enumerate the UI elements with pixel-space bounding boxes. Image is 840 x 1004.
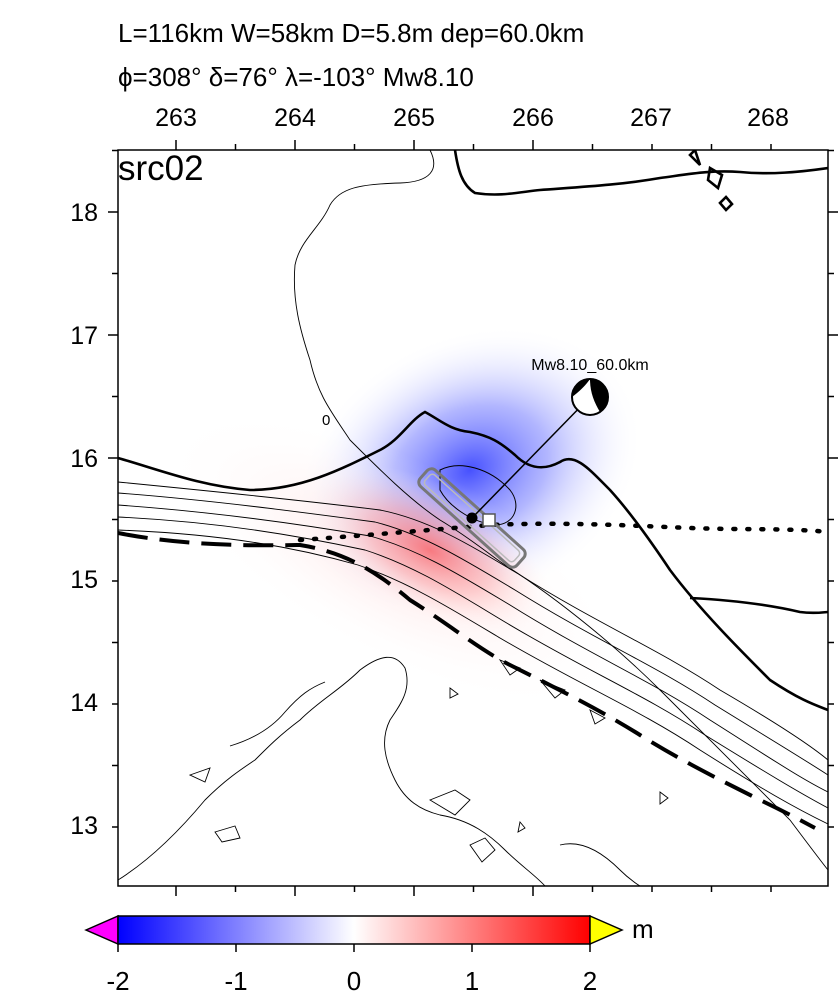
lon-tick-label: 267 xyxy=(630,104,672,132)
colorbar-tick-label: -2 xyxy=(106,966,129,996)
uplift-zone xyxy=(306,464,554,636)
trench-line xyxy=(118,531,816,830)
contour-value-label: 0 xyxy=(322,412,330,429)
colorbar: -2 -1 0 1 2 m xyxy=(84,914,654,996)
lon-tick-label: 264 xyxy=(274,104,316,132)
colorbar-tick-label: -1 xyxy=(224,966,247,996)
mechanism-label: Mw8.10_60.0km xyxy=(531,357,648,374)
bathymetry-contours xyxy=(118,150,828,886)
lat-tick-label: 18 xyxy=(70,199,98,227)
focal-mechanism-beachball xyxy=(571,378,609,416)
colorbar-under-triangle xyxy=(84,914,119,946)
colorbar-tick-label: 0 xyxy=(347,966,361,996)
colorbar-unit: m xyxy=(632,914,654,944)
source-parameters-line: L=116km W=58km D=5.8m dep=60.0km xyxy=(118,18,585,48)
colorbar-tick-label: 2 xyxy=(583,966,597,996)
colorbar-tick-label: 1 xyxy=(465,966,479,996)
mechanism-parameters-line: ϕ=308° δ=76° λ=-103° Mw8.10 xyxy=(118,62,474,92)
dotted-boundary xyxy=(297,521,828,543)
frame-ticks xyxy=(108,140,838,896)
colorbar-scale xyxy=(117,915,591,945)
lon-tick-label: 266 xyxy=(512,104,554,132)
lat-tick-label: 13 xyxy=(70,812,98,840)
coastline xyxy=(118,150,828,712)
lat-tick-label: 14 xyxy=(70,689,98,717)
lat-tick-label: 16 xyxy=(70,445,98,473)
lon-tick-label: 263 xyxy=(155,104,197,132)
lon-tick-label: 265 xyxy=(393,104,435,132)
mechanism-link-line xyxy=(471,396,591,519)
peak-contour xyxy=(439,465,517,526)
lat-tick-label: 15 xyxy=(70,566,98,594)
fault-top-marker xyxy=(482,513,496,527)
epicenter-marker xyxy=(466,512,478,524)
panel-label: src02 xyxy=(118,149,204,188)
lat-tick-label: 17 xyxy=(70,322,98,350)
lon-tick-label: 268 xyxy=(747,104,789,132)
colorbar-over-triangle xyxy=(589,914,624,946)
